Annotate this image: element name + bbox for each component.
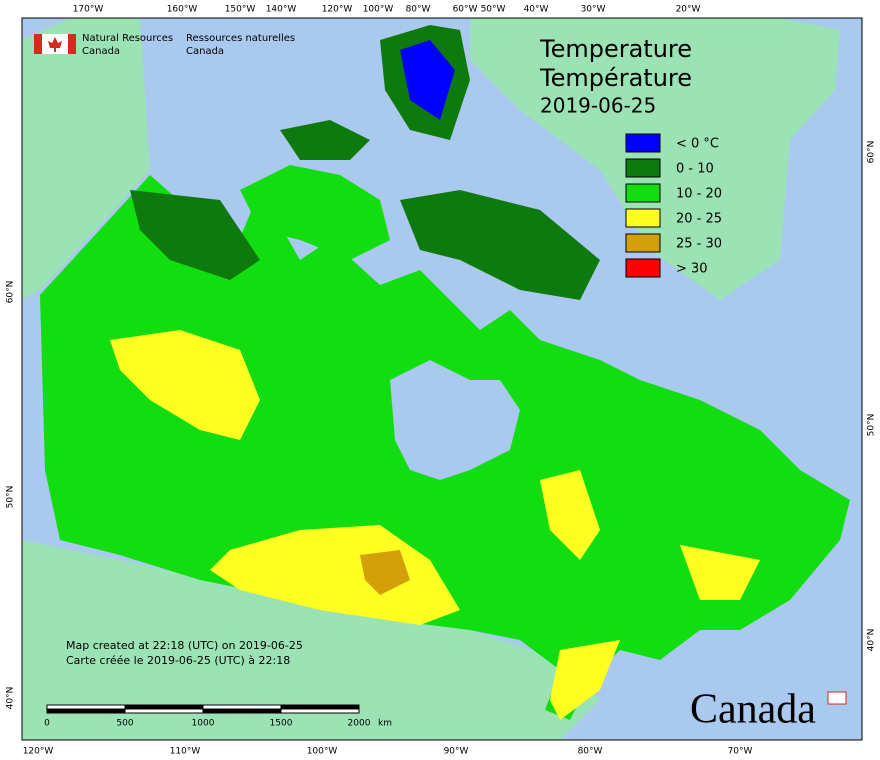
agency-en: Canada — [82, 46, 120, 57]
longitude-label: 120°W — [23, 747, 54, 757]
legend: < 0 °C 0 - 10 10 - 20 20 - 25 25 - 30 > 30 — [625, 133, 722, 278]
warm-zone — [550, 640, 620, 720]
scale-segment — [46, 704, 126, 710]
legend-label: < 0 °C — [676, 137, 719, 152]
hudson-bay — [390, 360, 520, 480]
arctic-island — [280, 120, 370, 160]
longitude-label: 170°W — [73, 5, 104, 15]
agency-fr: Canada — [186, 46, 224, 57]
agency-en: Natural Resources — [82, 33, 173, 44]
warm-zone — [210, 525, 460, 625]
scale-segment — [280, 704, 360, 710]
longitude-label: 50°W — [481, 5, 506, 15]
scale-label: 1000 — [192, 719, 215, 729]
usa — [22, 540, 600, 740]
longitude-label: 150°W — [225, 5, 256, 15]
scale-label: 2000 — [348, 719, 371, 729]
latitude-label: 60°N — [6, 281, 16, 304]
legend-label: 25 - 30 — [676, 237, 722, 252]
scale-segment — [124, 704, 204, 710]
longitude-label: 160°W — [167, 5, 198, 15]
flag-bar — [68, 34, 76, 54]
longitude-label: 80°W — [578, 747, 603, 757]
flag-bar — [34, 34, 42, 54]
latitude-label: 60°N — [867, 141, 877, 164]
maple-leaf — [48, 37, 62, 52]
latitude-label: 40°N — [867, 629, 877, 652]
legend-swatch — [625, 208, 661, 228]
longitude-label: 90°W — [444, 747, 469, 757]
credit: Carte créée le 2019-06-25 (UTC) à 22:18 — [66, 654, 290, 667]
longitude-label: 100°W — [307, 747, 338, 757]
longitude-label: 30°W — [581, 5, 606, 15]
hot-zone — [360, 550, 410, 595]
warm-zone — [540, 470, 600, 560]
scale-segment — [46, 708, 126, 714]
legend-label: 20 - 25 — [676, 212, 722, 227]
legend-swatch — [625, 133, 661, 153]
scale-segment — [124, 708, 204, 714]
cold-zone — [130, 190, 260, 280]
longitude-label: 70°W — [728, 747, 753, 757]
agency-fr: Ressources naturelles — [186, 33, 295, 44]
ice-cap — [400, 40, 455, 120]
longitude-label: 60°W — [453, 5, 478, 15]
legend-swatch — [625, 258, 661, 278]
graticule: 170°W 160°W 150°W 140°W 120°W 100°W 80°W 60°W 50… — [6, 5, 877, 757]
latitude-label: 40°N — [6, 687, 16, 710]
legend-swatch — [625, 233, 661, 253]
legend-label: 0 - 10 — [676, 162, 714, 177]
arctic-island — [240, 165, 390, 260]
title: Température — [539, 64, 692, 92]
scale-label: 500 — [116, 719, 133, 729]
longitude-label: 80°W — [406, 5, 431, 15]
warm-zone — [680, 545, 760, 600]
frame — [21, 17, 863, 741]
credit: Map created at 22:18 (UTC) on 2019-06-25 — [66, 639, 303, 652]
legend-label: 10 - 20 — [676, 187, 722, 202]
wordmark-flag — [827, 691, 847, 705]
alaska — [22, 18, 150, 300]
latitude-label: 50°N — [6, 486, 16, 509]
warm-zone — [110, 330, 260, 440]
longitude-label: 110°W — [170, 747, 201, 757]
scale-label: km — [378, 719, 392, 729]
longitude-label: 40°W — [524, 5, 549, 15]
legend-swatch — [625, 158, 661, 178]
legend-label: > 30 — [676, 262, 708, 277]
longitude-label: 20°W — [676, 5, 701, 15]
scale-segment — [202, 708, 282, 714]
baffin-island — [400, 190, 600, 300]
longitude-label: 120°W — [322, 5, 353, 15]
title: Temperature — [539, 35, 692, 63]
longitude-label: 140°W — [266, 5, 297, 15]
scale-label: 0 — [44, 719, 50, 729]
date: 2019-06-25 — [540, 94, 656, 118]
scale-segment — [280, 708, 360, 714]
longitude-label: 100°W — [363, 5, 394, 15]
scale-bar: 0 500 1000 1500 2000 km — [44, 704, 392, 729]
wordmark: Canada — [690, 687, 816, 733]
scale-segment — [202, 704, 282, 710]
legend-swatch — [625, 183, 661, 203]
scale-label: 1500 — [270, 719, 293, 729]
latitude-label: 50°N — [867, 414, 877, 437]
